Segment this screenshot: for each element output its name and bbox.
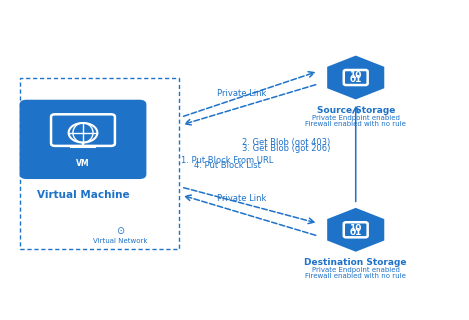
Text: 01: 01: [349, 76, 362, 84]
Text: 3. Get Blob (got 206): 3. Get Blob (got 206): [242, 144, 330, 153]
Text: Destination Storage: Destination Storage: [304, 258, 407, 267]
Text: 10: 10: [349, 71, 362, 80]
Polygon shape: [325, 54, 386, 101]
Text: 1. Put Block From URL: 1. Put Block From URL: [182, 156, 274, 165]
Text: 2. Get Blob (got 403): 2. Get Blob (got 403): [242, 138, 330, 147]
Text: Private Endpoint enabled: Private Endpoint enabled: [312, 267, 400, 273]
Text: Source Storage: Source Storage: [317, 106, 395, 115]
Text: VM: VM: [76, 159, 90, 168]
FancyBboxPatch shape: [344, 222, 368, 237]
Text: 01: 01: [349, 228, 362, 237]
Text: Firewall enabled with no rule: Firewall enabled with no rule: [305, 273, 406, 279]
Text: Private Link: Private Link: [217, 89, 266, 98]
FancyBboxPatch shape: [20, 100, 146, 179]
FancyBboxPatch shape: [344, 70, 368, 85]
Text: ⊙: ⊙: [116, 226, 124, 236]
Polygon shape: [325, 206, 386, 253]
FancyBboxPatch shape: [51, 114, 115, 146]
Text: Private Link: Private Link: [217, 194, 266, 203]
Text: Virtual Machine: Virtual Machine: [37, 190, 129, 200]
Text: 10: 10: [349, 224, 362, 233]
Text: Firewall enabled with no rule: Firewall enabled with no rule: [305, 121, 406, 127]
Text: Private Endpoint enabled: Private Endpoint enabled: [312, 115, 400, 121]
Text: Virtual Network: Virtual Network: [93, 238, 148, 244]
Text: 4. Put Block List: 4. Put Block List: [194, 162, 261, 171]
